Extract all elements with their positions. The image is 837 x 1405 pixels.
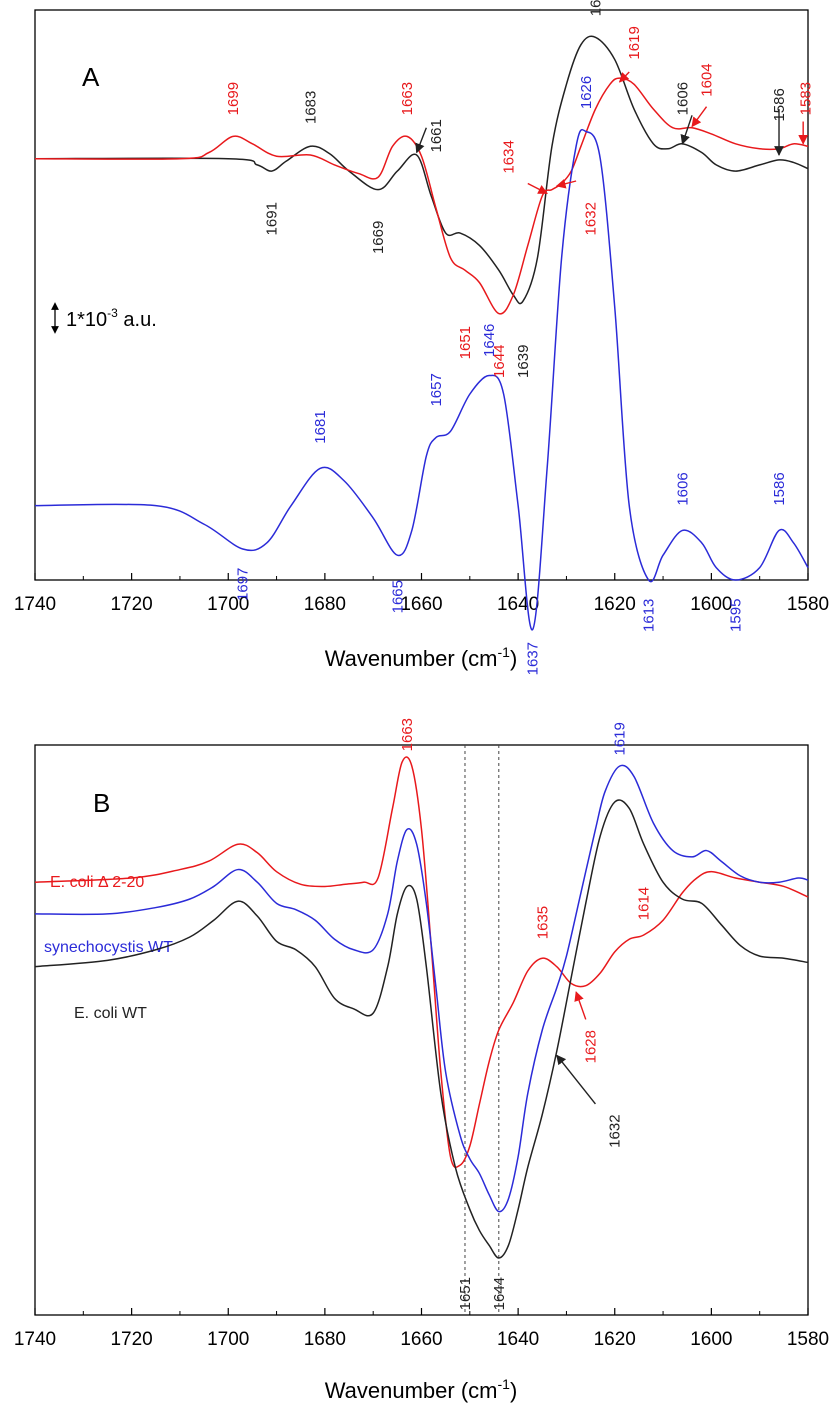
peak-label: 1624 — [587, 0, 604, 16]
legend-b: E. coli Δ 2-20 synechocystis WT E. coli … — [44, 874, 173, 1022]
peak-label: 1632 — [607, 1114, 624, 1147]
peak-label: 1606 — [674, 82, 691, 115]
peak-label: 1644 — [491, 345, 508, 378]
series-line-red — [34, 77, 809, 315]
x-tick-label: 1680 — [304, 1329, 346, 1350]
peak-label: 1691 — [264, 202, 281, 235]
peak-label: 1681 — [312, 410, 329, 443]
x-tick-label: 1700 — [207, 1329, 249, 1350]
panel-b: B E. coli Δ 2-20 synechocystis WT E. col… — [14, 718, 829, 1403]
x-tick-label: 1600 — [690, 1329, 732, 1350]
peak-label: 1665 — [389, 580, 406, 613]
peak-label: 1646 — [481, 324, 498, 357]
peak-label: 1586 — [771, 472, 788, 505]
peak-label: 1663 — [399, 718, 416, 751]
panel-letter-b: B — [93, 788, 110, 818]
annotation-arrow — [691, 106, 708, 128]
peak-label: 1651 — [457, 1277, 474, 1310]
peak-label: 1632 — [583, 202, 600, 235]
x-tick-label: 1620 — [594, 594, 636, 615]
peak-label: 1595 — [728, 599, 745, 632]
peak-label: 1639 — [515, 345, 532, 378]
peak-label: 1626 — [578, 76, 595, 109]
annotation-arrow — [618, 71, 630, 83]
peak-label: 1661 — [428, 119, 445, 152]
series-line-blue — [34, 128, 809, 631]
series-line-black — [34, 799, 809, 1259]
peak-label: 1628 — [583, 1030, 600, 1063]
peak-label: 1586 — [771, 88, 788, 121]
legend-label-ecoli-delta: E. coli Δ 2-20 — [50, 874, 144, 891]
series-line-red — [34, 756, 809, 1169]
x-axis-label-b: Wavenumber (cm-1) — [325, 1376, 518, 1403]
peak-labels-b: 1663 1619 1635 1614 1628 1632 1651 1644 — [399, 718, 653, 1310]
x-axis-b: 1740 1720 1700 1680 1660 1640 1620 1600 1580 — [14, 1308, 829, 1350]
panel-letter-a: A — [82, 62, 100, 92]
x-tick-label: 1700 — [207, 594, 249, 615]
x-axis-a: 1740 1720 1700 1680 1660 1640 1620 1600 1580 — [14, 573, 829, 615]
peak-label: 1657 — [428, 373, 445, 406]
peak-label: 1663 — [399, 82, 416, 115]
x-tick-label: 1640 — [497, 594, 539, 615]
peak-label: 1606 — [674, 472, 691, 505]
peak-label: 1613 — [641, 599, 658, 632]
annotation-arrow — [555, 179, 577, 189]
series-line-black — [34, 35, 809, 305]
legend-label-ecoli-wt: E. coli WT — [74, 1005, 147, 1022]
scale-bar-label: 1*10-3 a.u. — [66, 306, 157, 331]
x-tick-label: 1720 — [110, 1329, 152, 1350]
peak-label: 1697 — [235, 568, 252, 601]
x-tick-label: 1660 — [400, 1329, 442, 1350]
x-tick-label: 1740 — [14, 594, 56, 615]
x-tick-label: 1580 — [787, 1329, 829, 1350]
annotation-arrow — [527, 182, 548, 195]
peak-label: 1583 — [798, 82, 815, 115]
peak-label: 1683 — [302, 91, 319, 124]
annotation-arrow — [415, 127, 427, 154]
peak-labels-a: 1699 1683 1663 1661 1691 1669 1651 1644 1639 1634… — [225, 0, 815, 675]
peak-label: 1635 — [534, 906, 551, 939]
peak-label: 1669 — [370, 221, 387, 254]
peak-label: 1699 — [225, 82, 242, 115]
scale-bar: 1*10-3 a.u. — [51, 302, 157, 334]
series-line-blue — [34, 764, 809, 1213]
peak-label: 1644 — [491, 1277, 508, 1310]
annotation-arrow — [574, 991, 587, 1020]
peak-label: 1619 — [612, 722, 629, 755]
x-tick-label: 1740 — [14, 1329, 56, 1350]
annotation-arrow — [680, 115, 693, 145]
x-tick-label: 1580 — [787, 594, 829, 615]
reference-lines-b — [464, 745, 500, 1315]
peak-label: 1637 — [525, 642, 542, 675]
arrows-a — [415, 71, 809, 195]
panel-a: A 1*10-3 a.u. 1740 1720 1700 1680 1660 1640 16… — [14, 0, 829, 675]
legend-label-synechocystis: synechocystis WT — [44, 939, 173, 956]
peak-label: 1619 — [626, 26, 643, 59]
x-tick-label: 1660 — [400, 594, 442, 615]
x-tick-label: 1620 — [594, 1329, 636, 1350]
x-tick-label: 1640 — [497, 1329, 539, 1350]
plot-frame-a — [34, 9, 809, 581]
series-b — [34, 756, 809, 1259]
peak-label: 1651 — [457, 326, 474, 359]
x-tick-label: 1720 — [110, 594, 152, 615]
arrows-b — [556, 991, 596, 1105]
x-axis-label-a: Wavenumber (cm-1) — [325, 644, 518, 671]
peak-label: 1604 — [699, 63, 716, 96]
peak-label: 1634 — [500, 140, 517, 173]
annotation-arrow — [556, 1054, 596, 1105]
x-tick-label: 1680 — [304, 594, 346, 615]
x-tick-label: 1600 — [690, 594, 732, 615]
peak-label: 1614 — [636, 887, 653, 920]
